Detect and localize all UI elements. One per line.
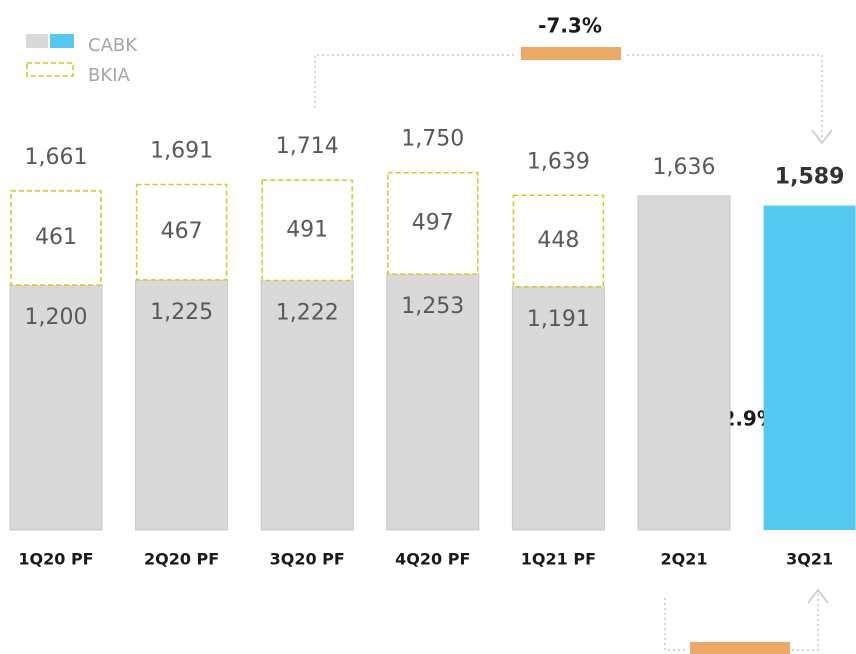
arrow-line [664, 592, 819, 651]
total-label: 1,661 [25, 145, 88, 170]
bar-segment [511, 286, 605, 531]
value-label: 1,222 [276, 300, 339, 325]
x-tick-label: 1Q20 PF [18, 550, 93, 569]
value-label: 1,253 [401, 294, 464, 319]
value-label: 1,589 [775, 165, 845, 190]
total-label: 1,750 [401, 127, 464, 152]
value-label: 1,636 [653, 155, 716, 180]
bar-segment [637, 195, 731, 531]
value-label: 497 [412, 210, 454, 235]
total-label: 1,714 [276, 134, 339, 159]
bar-segment [386, 273, 480, 531]
value-label: 461 [35, 225, 77, 250]
x-tick-label: 3Q21 [786, 550, 833, 569]
legend-label: BKIA [88, 65, 130, 86]
legend-swatch [50, 34, 74, 48]
bar-segment [9, 284, 103, 531]
total-label: 1,691 [150, 138, 213, 163]
x-tick-label: 2Q21 [661, 550, 708, 569]
legend-swatch [26, 34, 48, 48]
bar-segment [135, 183, 228, 281]
x-tick-label: 4Q20 PF [395, 550, 470, 569]
annotation-bar [521, 47, 621, 60]
value-label: 1,191 [527, 307, 590, 332]
value-label: 448 [537, 228, 579, 253]
bar-segment [387, 171, 479, 275]
value-label: 1,225 [150, 300, 213, 325]
annotation-arrows [314, 47, 833, 654]
annotation-bar [690, 642, 790, 654]
bar-segment [260, 279, 354, 531]
legend-swatch [26, 62, 74, 77]
arrow-head [807, 588, 829, 604]
bar-segment [763, 205, 856, 531]
x-tick-label: 1Q21 PF [521, 550, 596, 569]
bar-segment [261, 179, 353, 282]
arrow-line [314, 54, 823, 140]
total-label: 1,639 [527, 149, 590, 174]
arrow-head [811, 129, 833, 145]
bar-segment [512, 194, 605, 288]
legend-label: CABK [88, 35, 138, 56]
x-tick-label: 3Q20 PF [270, 550, 345, 569]
value-label: 1,200 [25, 305, 88, 330]
annotation: -7.3% [538, 14, 602, 38]
value-label: 491 [286, 217, 328, 242]
value-label: 467 [161, 219, 203, 244]
x-tick-label: 2Q20 PF [144, 550, 219, 569]
bar-segment [10, 190, 102, 286]
